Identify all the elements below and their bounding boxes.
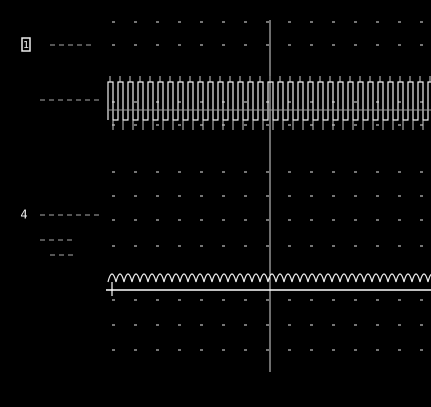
scope-screen: 1 4: [0, 0, 431, 407]
channel-label: 1: [23, 40, 29, 51]
page: 1 4 (() => { const data = JSON.parse(doc…: [0, 0, 431, 407]
channel-label: 4: [20, 208, 27, 222]
background: [0, 0, 431, 407]
